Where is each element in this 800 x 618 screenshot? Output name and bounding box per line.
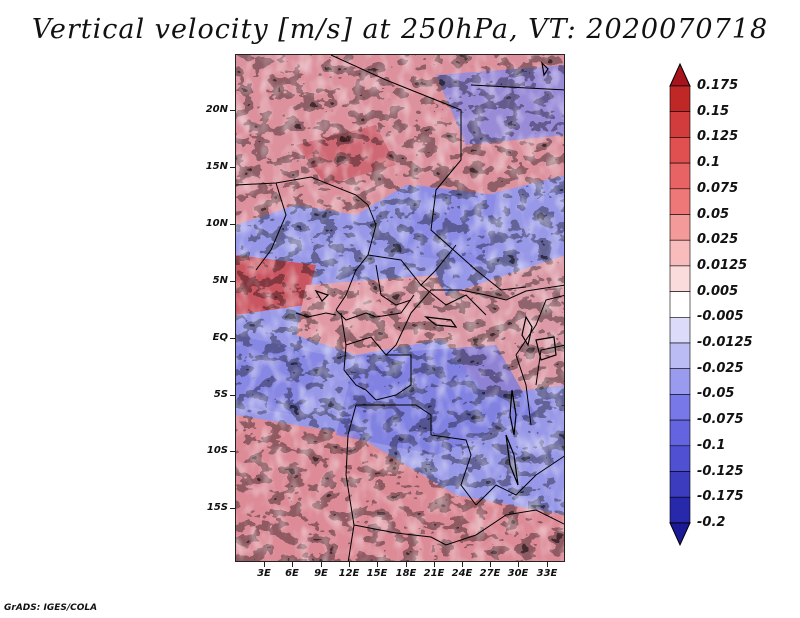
lakes — [314, 61, 557, 486]
lon-tick — [490, 562, 491, 567]
colorbar-tick-label: 0.005 — [697, 283, 739, 299]
colorbar-segment — [669, 342, 691, 370]
lon-label-30e: 30E — [507, 568, 529, 579]
lat-label-15n: 15N — [205, 161, 228, 172]
colorbar-segment — [669, 496, 691, 524]
colorbar-segment — [669, 111, 691, 138]
colorbar-segment — [669, 137, 691, 164]
colorbar-segment — [669, 368, 691, 395]
lon-tick — [321, 562, 322, 567]
colorbar-tick-label: 0.05 — [697, 206, 730, 222]
lat-label-20n: 20N — [205, 104, 228, 115]
lon-label-15e: 15E — [366, 568, 388, 579]
map-panel — [235, 54, 565, 562]
lon-label-21e: 21E — [423, 568, 445, 579]
colorbar-tick-label: -0.1 — [697, 437, 726, 453]
colorbar-tick-label: 0.0125 — [697, 257, 748, 273]
colorbar-tick-label: -0.175 — [697, 489, 744, 505]
colorbar-tick-label: 0.15 — [697, 103, 730, 119]
lat-tick — [230, 395, 235, 396]
colorbar-segment — [669, 239, 691, 267]
colorbar-tick-label: -0.025 — [697, 360, 744, 376]
colorbar-segment — [669, 394, 691, 421]
colorbar-tick-label: -0.05 — [697, 386, 735, 402]
lon-label-24e: 24E — [451, 568, 473, 579]
lat-label-eq: EQ — [212, 332, 228, 343]
lon-tick — [462, 562, 463, 567]
lat-label-5s: 5S — [213, 389, 228, 400]
footer-credit: GrADS: IGES/COLA — [4, 603, 98, 613]
map-canvas — [236, 55, 564, 561]
lon-tick — [349, 562, 350, 567]
colorbar-tick-label: -0.075 — [697, 412, 744, 428]
lat-tick — [230, 338, 235, 339]
colorbar-tick-label: -0.2 — [697, 514, 726, 530]
lat-label-10n: 10N — [205, 218, 228, 229]
lat-tick — [230, 110, 235, 111]
lon-tick — [547, 562, 548, 567]
colorbar-segment — [669, 85, 691, 113]
colorbar-min-arrow — [669, 522, 691, 547]
lat-label-15s: 15S — [206, 502, 228, 513]
colorbar-segment — [669, 214, 691, 241]
lon-label-12e: 12E — [338, 568, 360, 579]
lon-label-33e: 33E — [536, 568, 558, 579]
chart-title: Vertical velocity [m/s] at 250hPa, VT: 2… — [31, 14, 769, 45]
colorbar-tick-label: 0.175 — [697, 78, 739, 93]
lon-label-6e: 6E — [285, 568, 299, 579]
lon-tick — [518, 562, 519, 567]
lon-tick — [377, 562, 378, 567]
colorbar-segment — [669, 291, 691, 318]
colorbar-max-arrow — [669, 62, 691, 87]
colorbar-tick-label: 0.075 — [697, 180, 739, 196]
lon-tick — [406, 562, 407, 567]
lat-tick — [230, 508, 235, 509]
colorbar-tick-label: -0.125 — [697, 463, 744, 479]
colorbar-tick-label: 0.1 — [697, 155, 721, 171]
lon-label-9e: 9E — [314, 568, 328, 579]
lat-label-10s: 10S — [206, 445, 228, 456]
lat-tick — [230, 167, 235, 168]
lon-tick — [434, 562, 435, 567]
lon-label-27e: 27E — [479, 568, 501, 579]
colorbar-segment — [669, 188, 691, 215]
colorbar — [669, 62, 691, 547]
colorbar-segment — [669, 265, 691, 292]
lon-tick — [264, 562, 265, 567]
colorbar-tick-label: 0.125 — [697, 129, 739, 145]
lat-tick — [230, 451, 235, 452]
lon-label-18e: 18E — [395, 568, 417, 579]
country-borders — [236, 55, 564, 561]
lon-tick — [292, 562, 293, 567]
colorbar-segment — [669, 316, 691, 344]
texture-white — [236, 55, 564, 561]
lat-tick — [230, 224, 235, 225]
lat-label-5n: 5N — [212, 275, 228, 286]
lat-tick — [230, 281, 235, 282]
colorbar-segment — [669, 162, 691, 190]
colorbar-tick-label: 0.025 — [697, 232, 739, 248]
lon-label-3e: 3E — [257, 568, 271, 579]
colorbar-segment — [669, 471, 691, 498]
colorbar-segment — [669, 419, 691, 447]
colorbar-segment — [669, 445, 691, 472]
colorbar-tick-label: -0.005 — [697, 309, 744, 325]
colorbar-tick-label: -0.0125 — [697, 335, 753, 350]
